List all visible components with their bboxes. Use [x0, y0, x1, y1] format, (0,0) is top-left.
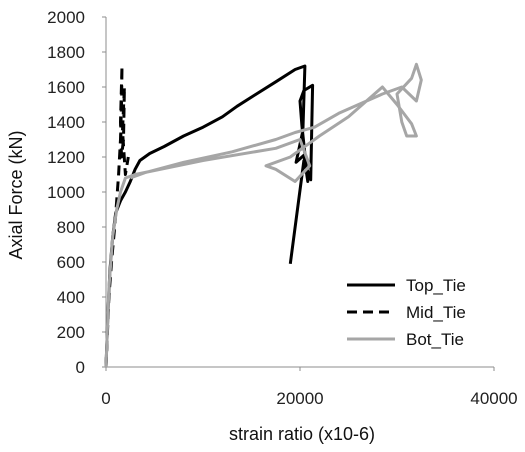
series-line-mid-tie: [104, 64, 130, 368]
y-tick-label: 600: [57, 253, 85, 272]
legend-label-bot-tie: Bot_Tie: [406, 330, 464, 349]
y-tick-label: 400: [57, 288, 85, 307]
y-tick-label: 1200: [47, 148, 85, 167]
legend: Top_Tie Mid_Tie Bot_Tie: [347, 276, 466, 349]
series-line-top-tie: [104, 64, 315, 368]
y-tick-label: 1600: [47, 78, 85, 97]
x-tick-label: 0: [101, 389, 110, 408]
x-axis-title: strain ratio (x10-6): [229, 424, 375, 444]
x-tick-label: 20000: [276, 389, 323, 408]
y-tick-label: 1000: [47, 183, 85, 202]
series-line-bot-tie: [104, 62, 423, 368]
y-axis-title: Axial Force (kN): [6, 130, 26, 259]
x-tick-label: 40000: [470, 389, 517, 408]
y-tick-label: 800: [57, 218, 85, 237]
legend-label-top-tie: Top_Tie: [406, 276, 466, 295]
series-group: [104, 62, 423, 368]
y-tick-label: 200: [57, 323, 85, 342]
y-tick-label: 1400: [47, 113, 85, 132]
y-tick-label: 0: [76, 358, 85, 377]
legend-label-mid-tie: Mid_Tie: [406, 303, 466, 322]
y-tick-label: 2000: [47, 8, 85, 27]
y-tick-label: 1800: [47, 43, 85, 62]
